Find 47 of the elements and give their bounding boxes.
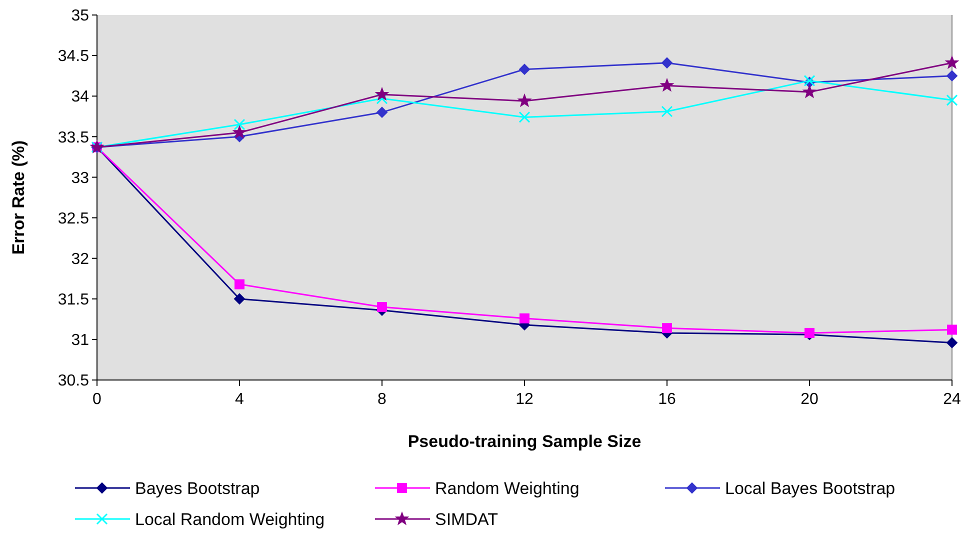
legend-label: SIMDAT — [435, 510, 498, 529]
point — [377, 302, 387, 312]
y-tick-label: 30.5 — [58, 372, 90, 390]
x-tick-label: 16 — [658, 391, 676, 408]
point — [662, 323, 672, 334]
point — [520, 313, 530, 324]
x-tick-label: 8 — [378, 391, 387, 408]
y-tick-label: 32.5 — [58, 210, 90, 228]
point — [234, 118, 246, 130]
point — [660, 78, 674, 92]
point — [518, 111, 530, 123]
y-tick-label: 34 — [71, 88, 90, 106]
point — [802, 85, 816, 98]
y-tick-label: 33 — [71, 170, 90, 187]
point — [946, 337, 958, 348]
point — [376, 106, 388, 118]
point — [946, 94, 958, 106]
y-tick-label: 33.5 — [58, 129, 90, 146]
point — [234, 279, 244, 290]
x-tick-label: 20 — [800, 391, 818, 408]
x-tick-label: 12 — [516, 391, 534, 408]
legend-label: Local Bayes Bootstrap — [725, 478, 896, 498]
point — [945, 56, 959, 69]
point — [518, 94, 532, 107]
point — [946, 70, 958, 82]
legend-label: Bayes Bootstrap — [135, 478, 260, 498]
point — [804, 328, 814, 338]
x-tick-label: 4 — [235, 391, 244, 408]
y-tick-label: 31.5 — [58, 291, 90, 308]
legend-label: Random Weighting — [435, 478, 580, 498]
point — [661, 106, 673, 118]
point — [519, 64, 530, 75]
x-tick-label: 0 — [92, 391, 102, 408]
point — [234, 293, 245, 304]
x-axis-title: Pseudo-training Sample Size — [408, 432, 642, 451]
point — [662, 57, 672, 68]
y-axis-title: Error Rate (%) — [9, 140, 28, 255]
point — [947, 324, 957, 335]
point — [232, 126, 246, 138]
y-tick-label: 35 — [71, 8, 90, 25]
y-tick-label: 31 — [71, 332, 90, 350]
point — [375, 88, 389, 100]
y-tick-label: 34.5 — [58, 48, 90, 66]
y-tick-label: 32 — [71, 250, 90, 268]
point — [376, 92, 388, 104]
legend-label: Local Random Weighting — [135, 510, 325, 529]
x-tick-label: 24 — [943, 391, 961, 408]
